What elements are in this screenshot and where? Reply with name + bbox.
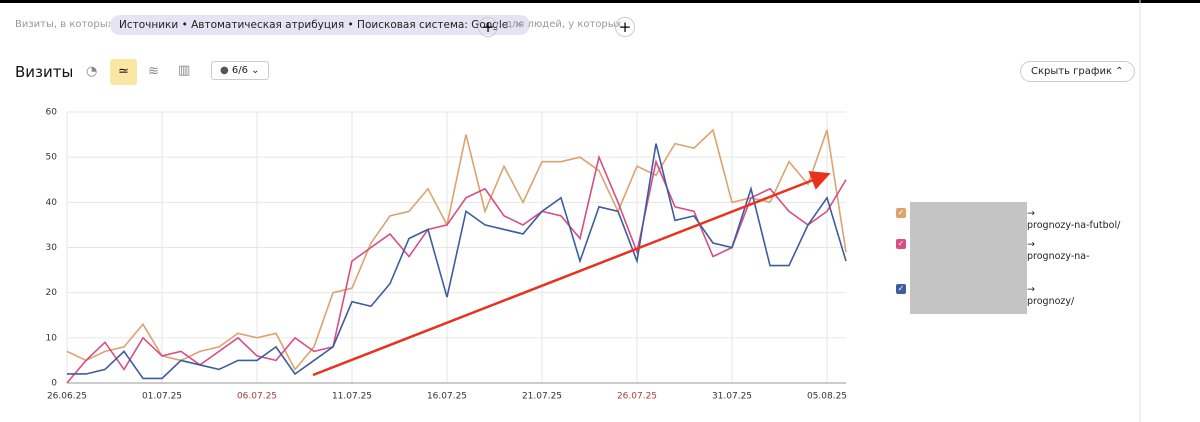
x-tick-label: 16.07.25	[427, 392, 467, 402]
hide-chart-button[interactable]: Скрыть график ⌃	[1020, 61, 1135, 82]
bar-icon[interactable]: ▥	[178, 63, 191, 78]
y-tick-label: 50	[46, 153, 58, 163]
x-tick-label: 26.07.25	[617, 392, 657, 402]
x-tick-label: 01.07.25	[142, 392, 182, 402]
pie-icon[interactable]: ◔	[86, 64, 98, 79]
legend-label: → prognozy-na-futbol/	[1027, 208, 1121, 231]
filter-prefix: Визиты, в которых	[15, 19, 114, 30]
x-tick-label: 21.07.25	[522, 392, 562, 402]
chip-text: Источники • Автоматическая атрибуция • П…	[119, 19, 509, 31]
x-tick-label: 26.06.25	[47, 392, 87, 402]
y-tick-label: 60	[46, 108, 58, 118]
filter-chip[interactable]: Источники • Автоматическая атрибуция • П…	[110, 15, 531, 35]
x-tick-label: 31.07.25	[712, 392, 752, 402]
series-line	[66, 128, 847, 371]
chart-title: Визиты	[15, 63, 74, 81]
x-tick-label: 05.08.25	[807, 392, 847, 402]
y-tick-label: 20	[46, 288, 58, 298]
line-chart-icon[interactable]: ≃	[110, 59, 137, 85]
series-count: 6/6	[231, 65, 248, 76]
series-dropdown[interactable]: ● 6/6 ⌄	[211, 61, 269, 80]
x-tick-label: 06.07.25	[237, 392, 277, 402]
legend-checkbox[interactable]: ✓	[896, 208, 906, 218]
legend-checkbox[interactable]: ✓	[896, 284, 906, 294]
legend-label: → prognozy-na-	[1027, 239, 1090, 262]
y-tick-label: 10	[46, 333, 58, 343]
y-tick-label: 0	[51, 379, 57, 389]
legend-label: → prognozy/	[1027, 284, 1075, 307]
legend-checkbox[interactable]: ✓	[896, 239, 906, 249]
annotation-arrow	[312, 171, 831, 377]
chip-close[interactable]: ✕	[514, 19, 524, 31]
y-tick-label: 40	[46, 198, 58, 208]
series-line	[67, 143, 847, 380]
hide-chart-text: Скрыть график	[1031, 66, 1112, 77]
top-bar	[0, 0, 1200, 3]
redaction	[910, 202, 1027, 314]
y-tick-label: 30	[46, 243, 58, 253]
add-people-filter[interactable]: +	[615, 17, 635, 37]
add-filter[interactable]: +	[478, 17, 498, 37]
area-icon[interactable]: ≋	[148, 64, 159, 79]
people-filter: для людей, у которых	[505, 19, 622, 30]
series-line	[66, 154, 847, 384]
x-tick-label: 11.07.25	[332, 392, 372, 402]
